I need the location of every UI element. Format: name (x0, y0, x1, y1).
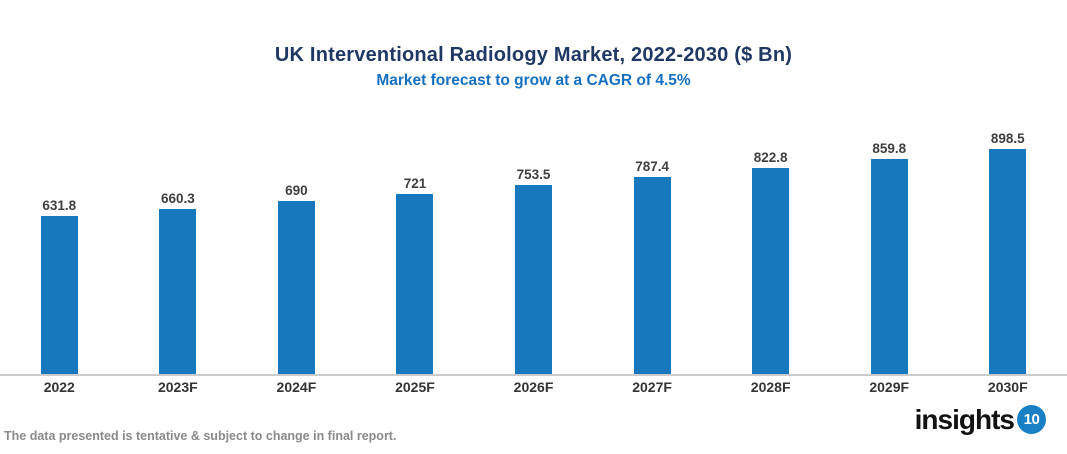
category-label-2022: 2022 (43, 379, 75, 395)
chart-subtitle: Market forecast to grow at a CAGR of 4.5… (376, 72, 691, 89)
category-label-2024F: 2024F (276, 379, 317, 395)
footer-disclaimer: The data presented is tentative & subjec… (4, 429, 397, 443)
bar-column-2024F: 690 (237, 183, 356, 375)
logo-badge-icon: 10 (1017, 405, 1046, 434)
bar-2027F (633, 177, 671, 375)
bar-column-2029F: 859.8 (830, 141, 949, 375)
category-label-2025F: 2025F (395, 379, 435, 395)
bar-2026F (515, 185, 553, 375)
insights10-logo: insights 10 (915, 405, 1046, 434)
bar-value-label: 822.8 (753, 150, 788, 165)
bar-value-label: 721 (403, 176, 427, 191)
chart-title: UK Interventional Radiology Market, 2022… (274, 44, 793, 66)
bar-2029F (870, 159, 908, 375)
plot-area: 631.8 660.3 690 721 753.5 787.4 822.8 85… (0, 131, 1067, 375)
bar-2030F (989, 149, 1027, 375)
bar-column-2022: 631.8 (0, 198, 119, 375)
bar-value-label: 787.4 (635, 159, 669, 174)
logo-text: insights (914, 403, 1015, 435)
bar-2023F (159, 209, 197, 375)
bar-column-2028F: 822.8 (711, 150, 830, 375)
category-label-2028F: 2028F (750, 379, 791, 395)
bar-value-label: 859.8 (872, 141, 907, 156)
category-label-2027F: 2027F (632, 379, 672, 395)
bar-2025F (396, 194, 434, 375)
x-axis-line (0, 374, 1067, 376)
bar-2022 (40, 216, 78, 375)
bar-2028F (752, 168, 790, 375)
category-label-2026F: 2026F (513, 379, 554, 395)
bar-value-label: 631.8 (42, 198, 77, 213)
bar-value-label: 690 (285, 183, 308, 198)
category-label-2023F: 2023F (157, 379, 198, 395)
bar-column-2025F: 721 (356, 176, 475, 375)
bar-column-2027F: 787.4 (593, 159, 712, 375)
bar-value-label: 753.5 (516, 167, 551, 182)
category-label-2030F: 2030F (987, 379, 1028, 395)
bar-value-label: 898.5 (990, 131, 1025, 146)
bar-column-2030F: 898.5 (949, 131, 1067, 375)
bar-column-2023F: 660.3 (119, 191, 238, 375)
category-label-2029F: 2029F (869, 379, 910, 395)
bar-column-2026F: 753.5 (474, 167, 593, 375)
bar-2024F (277, 201, 315, 375)
category-axis: 2022 2023F 2024F 2025F 2026F 2027F 2028F 2029F 2… (0, 379, 1067, 395)
bar-value-label: 660.3 (160, 191, 195, 206)
